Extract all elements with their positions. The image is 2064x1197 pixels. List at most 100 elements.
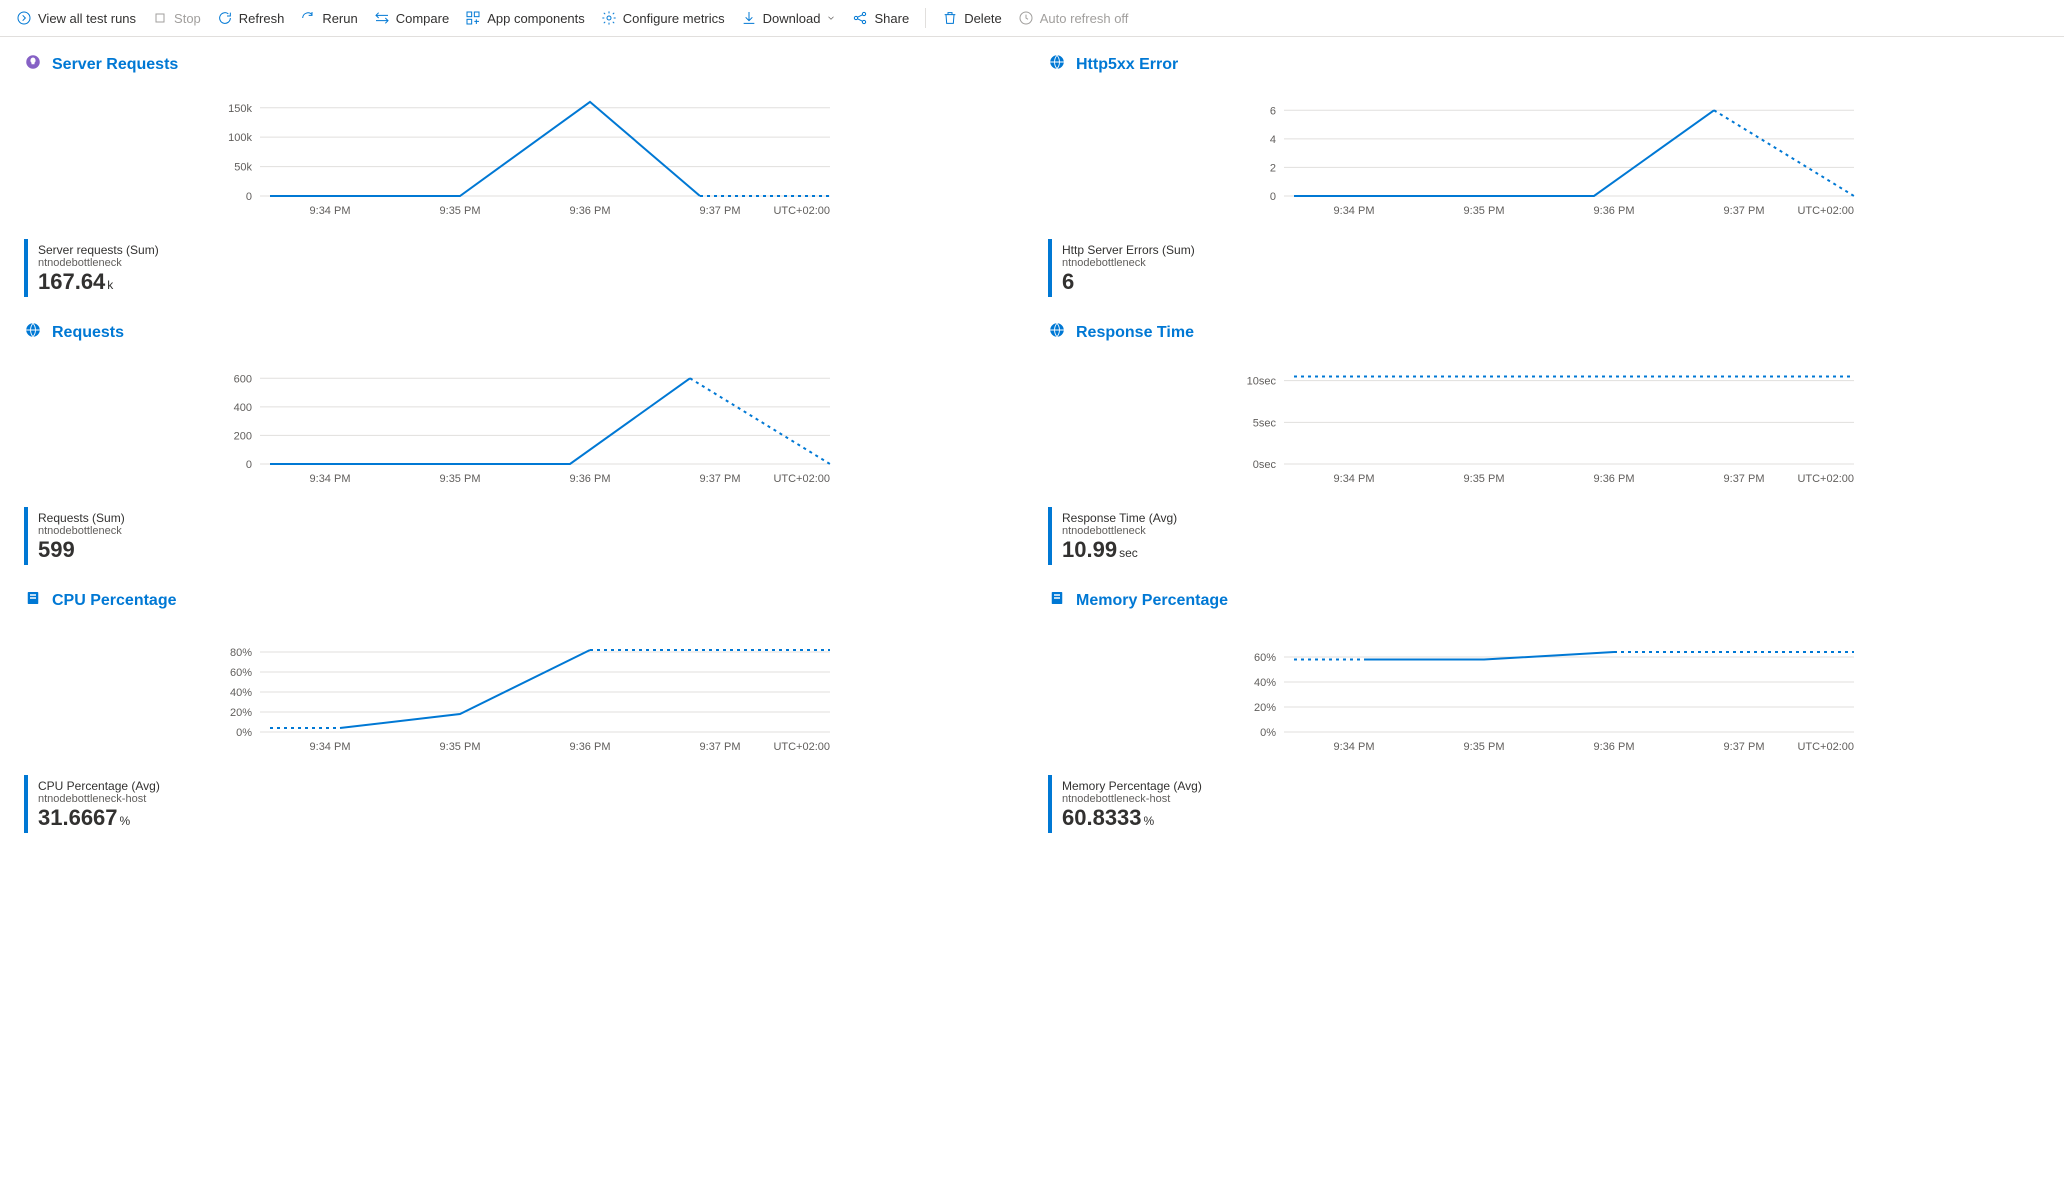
toolbar-label: Refresh (239, 11, 285, 26)
auto-refresh-button: Auto refresh off (1018, 10, 1129, 26)
gear-icon (601, 10, 617, 26)
svg-text:9:35 PM: 9:35 PM (440, 473, 481, 485)
metric-value: 167.64k (38, 269, 1016, 295)
svg-text:6: 6 (1270, 105, 1276, 117)
card-icon (1048, 589, 1066, 612)
svg-text:9:37 PM: 9:37 PM (700, 741, 741, 753)
card-title[interactable]: Server Requests (24, 53, 1016, 76)
card-title[interactable]: Memory Percentage (1048, 589, 2040, 612)
svg-text:80%: 80% (230, 647, 252, 659)
card-title-text: Response Time (1076, 324, 1194, 342)
metric-resource: ntnodebottleneck-host (38, 793, 1016, 805)
metric-value: 60.8333% (1062, 805, 2040, 831)
svg-text:UTC+02:00: UTC+02:00 (773, 205, 830, 217)
svg-text:9:35 PM: 9:35 PM (1464, 473, 1505, 485)
metric-summary: Response Time (Avg) ntnodebottleneck 10.… (1048, 507, 2040, 565)
trash-icon (942, 10, 958, 26)
svg-text:UTC+02:00: UTC+02:00 (1797, 473, 1854, 485)
svg-text:5sec: 5sec (1253, 417, 1277, 429)
card-title[interactable]: CPU Percentage (24, 589, 1016, 612)
svg-text:150k: 150k (228, 103, 252, 115)
svg-text:9:36 PM: 9:36 PM (1594, 741, 1635, 753)
svg-text:9:36 PM: 9:36 PM (1594, 205, 1635, 217)
svg-text:9:34 PM: 9:34 PM (1334, 741, 1375, 753)
svg-text:600: 600 (234, 373, 252, 385)
compare-button[interactable]: Compare (374, 10, 449, 26)
metric-resource: ntnodebottleneck (38, 257, 1016, 269)
svg-text:9:36 PM: 9:36 PM (1594, 473, 1635, 485)
svg-text:200: 200 (234, 430, 252, 442)
metric-resource: ntnodebottleneck-host (1062, 793, 2040, 805)
card-title-text: Requests (52, 324, 124, 342)
svg-text:0: 0 (1270, 191, 1276, 203)
svg-text:UTC+02:00: UTC+02:00 (773, 473, 830, 485)
metric-resource: ntnodebottleneck (38, 525, 1016, 537)
svg-text:9:34 PM: 9:34 PM (310, 205, 351, 217)
app-components-button[interactable]: App components (465, 10, 585, 26)
chart: 0 2 4 6 9:34 PM9:35 PM9:36 PM9:37 PM UTC… (1048, 86, 2040, 226)
svg-text:0%: 0% (236, 727, 252, 739)
svg-text:9:35 PM: 9:35 PM (440, 205, 481, 217)
rerun-button[interactable]: Rerun (300, 10, 357, 26)
share-icon (852, 10, 868, 26)
card-title-text: Server Requests (52, 56, 178, 74)
chart: 0% 20% 40% 60% 9:34 PM9:35 PM9:36 PM9:37… (1048, 622, 2040, 762)
share-button[interactable]: Share (852, 10, 909, 26)
metric-summary: Http Server Errors (Sum) ntnodebottlenec… (1048, 239, 2040, 297)
svg-text:9:36 PM: 9:36 PM (570, 741, 611, 753)
metrics-grid: Server Requests 0 50k 100k 150k 9:34 PM9… (0, 37, 2064, 849)
card-title-text: Memory Percentage (1076, 592, 1228, 610)
card-icon (24, 321, 42, 344)
svg-text:20%: 20% (230, 707, 252, 719)
metric-card-requests: Requests 0 200 400 600 9:34 PM9:35 PM9:3… (24, 321, 1016, 565)
card-title[interactable]: Response Time (1048, 321, 2040, 344)
refresh-button[interactable]: Refresh (217, 10, 285, 26)
stop-icon (152, 10, 168, 26)
toolbar-label: Auto refresh off (1040, 11, 1129, 26)
view-all-runs-button[interactable]: View all test runs (16, 10, 136, 26)
arrow-right-circle-icon (16, 10, 32, 26)
metric-card-memory: Memory Percentage 0% 20% 40% 60% 9:34 PM… (1048, 589, 2040, 833)
svg-text:50k: 50k (234, 162, 252, 174)
svg-text:9:36 PM: 9:36 PM (570, 205, 611, 217)
toolbar-label: Stop (174, 11, 201, 26)
card-title[interactable]: Http5xx Error (1048, 53, 2040, 76)
delete-button[interactable]: Delete (942, 10, 1002, 26)
svg-text:40%: 40% (1254, 677, 1276, 689)
svg-text:9:34 PM: 9:34 PM (1334, 473, 1375, 485)
svg-text:9:35 PM: 9:35 PM (1464, 205, 1505, 217)
toolbar-label: App components (487, 11, 585, 26)
svg-text:UTC+02:00: UTC+02:00 (773, 741, 830, 753)
toolbar: View all test runs Stop Refresh Rerun Co… (0, 0, 2064, 37)
svg-text:10sec: 10sec (1247, 376, 1277, 388)
metric-resource: ntnodebottleneck (1062, 257, 2040, 269)
configure-metrics-button[interactable]: Configure metrics (601, 10, 725, 26)
metric-value: 10.99sec (1062, 537, 2040, 563)
svg-text:9:34 PM: 9:34 PM (310, 473, 351, 485)
svg-text:9:37 PM: 9:37 PM (700, 205, 741, 217)
compare-icon (374, 10, 390, 26)
stop-button: Stop (152, 10, 201, 26)
card-icon (24, 589, 42, 612)
svg-text:9:37 PM: 9:37 PM (1724, 741, 1765, 753)
metric-summary: Memory Percentage (Avg) ntnodebottleneck… (1048, 775, 2040, 833)
metric-value: 31.6667% (38, 805, 1016, 831)
svg-text:2: 2 (1270, 162, 1276, 174)
metric-summary: Requests (Sum) ntnodebottleneck 599 (24, 507, 1016, 565)
metric-card-response-time: Response Time 0sec 5sec 10sec 9:34 PM9:3… (1048, 321, 2040, 565)
svg-text:UTC+02:00: UTC+02:00 (1797, 741, 1854, 753)
svg-text:40%: 40% (230, 687, 252, 699)
download-button[interactable]: Download (741, 10, 837, 26)
svg-text:4: 4 (1270, 134, 1276, 146)
toolbar-label: Delete (964, 11, 1002, 26)
metric-card-server-requests: Server Requests 0 50k 100k 150k 9:34 PM9… (24, 53, 1016, 297)
svg-text:60%: 60% (230, 667, 252, 679)
toolbar-label: Share (874, 11, 909, 26)
card-icon (1048, 321, 1066, 344)
metric-card-http5xx: Http5xx Error 0 2 4 6 9:34 PM9:35 PM9:36… (1048, 53, 2040, 297)
svg-text:0: 0 (246, 191, 252, 203)
card-icon (1048, 53, 1066, 76)
card-title[interactable]: Requests (24, 321, 1016, 344)
toolbar-label: View all test runs (38, 11, 136, 26)
toolbar-label: Compare (396, 11, 449, 26)
